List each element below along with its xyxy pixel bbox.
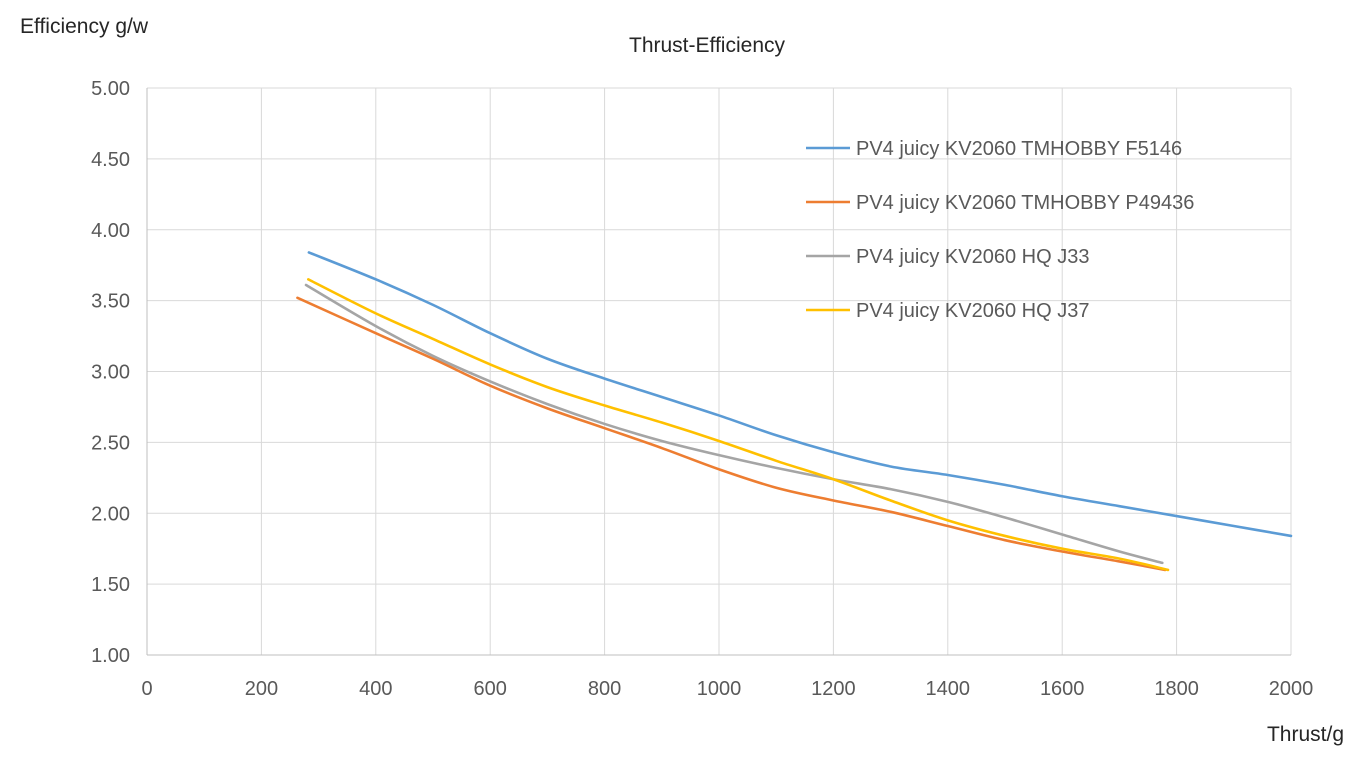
x-tick-label: 2000	[1269, 678, 1314, 700]
y-axis-title: Efficiency g/w	[20, 15, 149, 38]
series-lines	[296, 251, 1293, 572]
y-tick-label: 1.50	[91, 574, 130, 596]
y-tick-label: 2.50	[91, 432, 130, 454]
legend-label: PV4 juicy KV2060 HQ J37	[856, 300, 1089, 322]
gridlines	[147, 87, 1292, 655]
x-tick-label: 0	[141, 678, 152, 700]
series-line-1	[307, 251, 1293, 538]
x-tick-label: 400	[359, 678, 392, 700]
legend-label: PV4 juicy KV2060 HQ J33	[856, 246, 1089, 268]
x-tick-label: 1400	[926, 678, 971, 700]
tick-labels: 0 200 400 600 800 1000 1200 1400 1600 1800 2000 5.0…	[91, 78, 1313, 700]
x-tick-label: 1000	[697, 678, 742, 700]
axes	[146, 88, 1291, 656]
x-tick-label: 1800	[1154, 678, 1199, 700]
x-tick-label: 600	[474, 678, 507, 700]
y-tick-label: 3.00	[91, 362, 130, 384]
x-axis-title: Thrust/g	[1267, 723, 1344, 746]
x-tick-label: 800	[588, 678, 621, 700]
y-tick-label: 5.00	[91, 78, 130, 100]
y-tick-label: 2.00	[91, 503, 130, 525]
series-line-4	[307, 278, 1170, 572]
chart-title: Thrust-Efficiency	[629, 34, 785, 57]
legend: PV4 juicy KV2060 TMHOBBY F5146 PV4 juicy …	[806, 138, 1194, 322]
y-tick-label: 3.50	[91, 291, 130, 313]
legend-label: PV4 juicy KV2060 TMHOBBY F5146	[856, 138, 1182, 160]
x-tick-label: 200	[245, 678, 278, 700]
legend-label: PV4 juicy KV2060 TMHOBBY P49436	[856, 192, 1194, 214]
series-line-2	[296, 296, 1167, 572]
y-tick-label: 4.00	[91, 220, 130, 242]
x-tick-label: 1600	[1040, 678, 1085, 700]
series-line-3	[304, 283, 1164, 565]
y-tick-label: 4.50	[91, 149, 130, 171]
x-tick-label: 1200	[811, 678, 856, 700]
y-tick-label: 1.00	[91, 645, 130, 667]
